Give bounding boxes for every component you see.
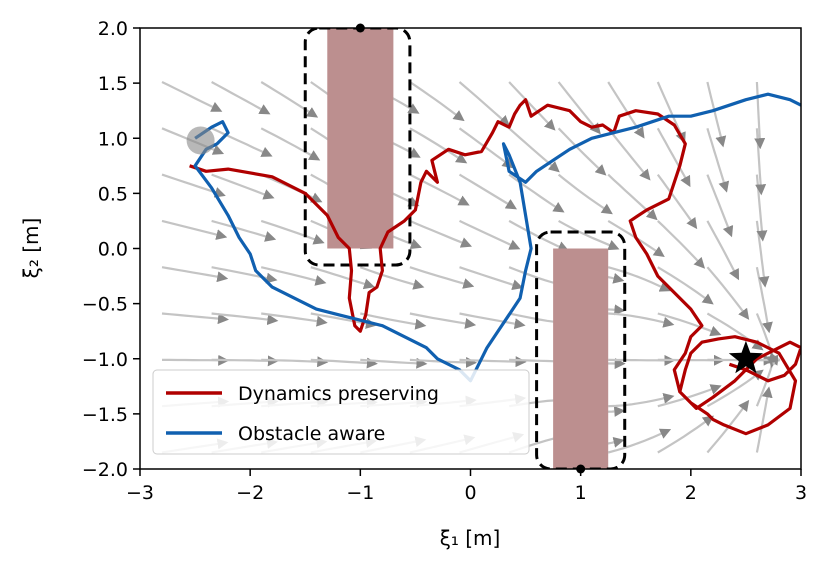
streamline-22 xyxy=(260,266,327,286)
y-tick-label-6: 1.0 xyxy=(98,128,128,150)
streamline-90 xyxy=(657,415,714,454)
streamline-81 xyxy=(607,428,672,454)
streamline-60 xyxy=(458,173,518,210)
streamline-107 xyxy=(706,81,727,148)
streamline-94 xyxy=(657,266,714,305)
streamline-82 xyxy=(608,392,675,408)
y-tick-label-0: −2.0 xyxy=(82,459,128,481)
streamline-108 xyxy=(755,386,773,453)
y-tick-label-2: −1.0 xyxy=(82,349,128,371)
trajectories xyxy=(189,92,801,436)
x-axis-label: ξ₁ [m] xyxy=(440,526,501,550)
streamline-40 xyxy=(359,266,425,290)
streamline-84 xyxy=(608,312,675,328)
streamline-49 xyxy=(409,266,475,289)
streamline-71 xyxy=(508,81,556,131)
obstacle-margin-0 xyxy=(303,28,412,267)
y-tick-label-7: 1.5 xyxy=(98,73,128,95)
streamline-95 xyxy=(657,220,706,269)
obstacles xyxy=(303,28,627,469)
series-line-1 xyxy=(193,92,801,383)
streamline-39 xyxy=(360,312,427,330)
x-axis: −3 −2 −1 0 1 2 3 xyxy=(126,469,807,504)
streamline-31 xyxy=(310,266,375,290)
streamline-21 xyxy=(261,312,328,327)
start-region xyxy=(186,126,215,155)
streamline-106 xyxy=(706,127,730,193)
streamline-96 xyxy=(656,173,698,230)
streamline-12 xyxy=(211,312,279,326)
streamline-56 xyxy=(459,356,527,368)
x-tick-label-6: 3 xyxy=(795,482,807,504)
streamline-5 xyxy=(161,219,228,240)
streamline-77 xyxy=(558,219,620,251)
streamline-51 xyxy=(409,173,470,206)
streamline-104 xyxy=(706,220,740,281)
streamline-103 xyxy=(706,266,750,320)
streamline-110 xyxy=(756,354,781,366)
streamline-25 xyxy=(260,127,321,161)
streamline-53 xyxy=(409,81,465,122)
streamline-29 xyxy=(310,357,378,369)
x-tick-label-3: 0 xyxy=(464,482,476,504)
streamline-69 xyxy=(508,173,565,213)
attractor-star xyxy=(728,340,763,374)
y-axis-label: ξ₂ [m] xyxy=(19,218,43,279)
streamline-78 xyxy=(557,173,613,215)
streamline-23 xyxy=(260,219,325,245)
streamline-57 xyxy=(459,312,526,330)
streamline-93 xyxy=(657,312,722,337)
legend-box xyxy=(152,369,530,455)
y-axis: −2.0 −1.5 −1.0 −0.5 0.0 0.5 1.0 1.5 2.0 xyxy=(82,18,140,481)
streamline-98 xyxy=(656,81,686,144)
streamline-105 xyxy=(706,174,734,238)
streamline-85 xyxy=(607,266,671,292)
y-tick-label-3: −0.5 xyxy=(82,294,128,316)
streamline-52 xyxy=(409,127,468,164)
y-tick-label-1: −1.5 xyxy=(82,404,128,426)
streamline-100 xyxy=(706,369,764,408)
streamline-79 xyxy=(557,127,607,176)
streamline-16 xyxy=(211,127,273,157)
legend: Dynamics preserving Obstacle aware xyxy=(152,369,530,455)
streamline-88 xyxy=(607,127,651,181)
y-tick-label-5: 0.5 xyxy=(98,183,128,205)
x-tick-label-5: 2 xyxy=(685,482,697,504)
streamline-99 xyxy=(706,399,750,454)
streamline-116 xyxy=(754,81,766,150)
legend-label-dynamics: Dynamics preserving xyxy=(238,383,439,405)
streamline-8 xyxy=(161,81,223,112)
streamline-48 xyxy=(409,312,477,329)
obstacle-margin-1 xyxy=(535,230,627,469)
streamline-80 xyxy=(557,81,601,135)
streamline-38 xyxy=(360,357,428,369)
streamline-6 xyxy=(161,173,226,198)
streamline-30 xyxy=(310,312,377,329)
streamline-3 xyxy=(161,312,229,325)
streamline-17 xyxy=(211,81,271,115)
streamline-68 xyxy=(508,219,570,252)
streamline-14 xyxy=(211,219,277,242)
streamline-89 xyxy=(607,81,645,139)
x-tick-label-4: 1 xyxy=(575,482,587,504)
x-tick-label-2: −1 xyxy=(346,482,374,504)
streamline-20 xyxy=(261,356,329,368)
legend-label-obstacle: Obstacle aware xyxy=(238,423,385,445)
obstacle-0 xyxy=(327,28,394,249)
streamline-59 xyxy=(459,219,521,250)
x-tick-label-1: −2 xyxy=(236,482,264,504)
streamline-4 xyxy=(161,266,229,283)
series-line-0 xyxy=(189,98,801,436)
y-tick-label-8: 2.0 xyxy=(98,18,128,40)
x-tick-label-0: −3 xyxy=(126,482,154,504)
y-tick-label-4: 0.0 xyxy=(98,239,128,261)
streamline-58 xyxy=(459,266,524,290)
streamline-62 xyxy=(458,81,510,127)
streamline-15 xyxy=(211,173,275,200)
streamline-97 xyxy=(656,127,691,188)
streamline-50 xyxy=(409,219,472,248)
obstacle-1 xyxy=(553,248,609,469)
streamline-111 xyxy=(755,313,779,365)
